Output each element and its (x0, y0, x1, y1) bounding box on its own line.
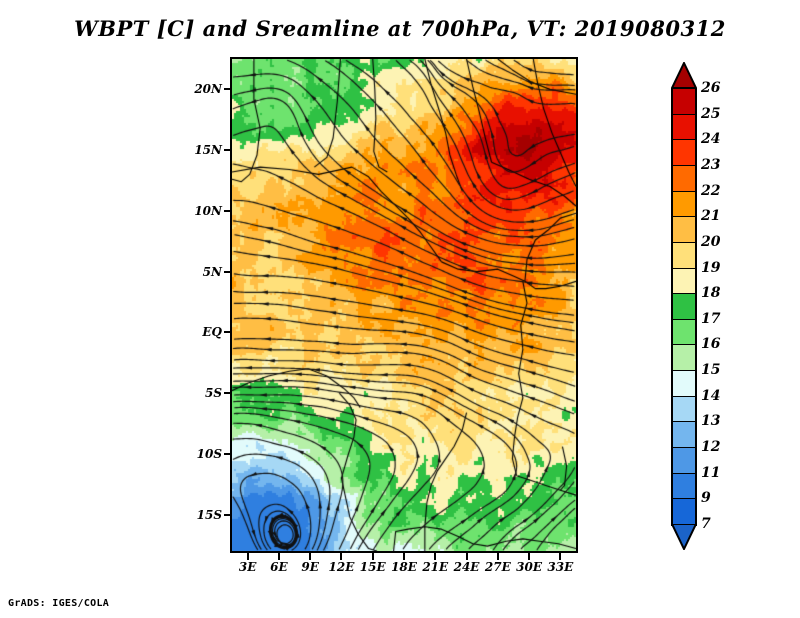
x-axis-tick-label: 9E (301, 560, 319, 574)
y-axis-tick-mark (224, 331, 231, 334)
x-axis-tick-mark (403, 553, 405, 560)
colorbar-band (671, 293, 697, 319)
colorbar-tick-label: 15 (701, 362, 721, 379)
colorbar-band (671, 344, 697, 371)
x-axis-tick-mark (340, 553, 343, 560)
y-axis-tick-label: 10S (196, 446, 222, 461)
colorbar-tick-label: 20 (701, 233, 721, 250)
y-axis-tick-mark (224, 88, 231, 91)
x-axis-tick-mark (496, 553, 499, 560)
colorbar-band (671, 421, 697, 448)
colorbar-tick-label: 12 (701, 439, 721, 456)
y-axis-tick-label: EQ (202, 325, 222, 340)
y-axis-tick-label: 5S (204, 386, 222, 401)
colorbar-band (671, 447, 697, 473)
colorbar-band (671, 241, 697, 268)
y-axis-tick-mark (224, 149, 231, 152)
colorbar-band (671, 267, 697, 294)
colorbar-tick-label: 11 (701, 464, 721, 481)
x-axis-tick-label: 33E (547, 560, 574, 574)
y-axis-tick-label: 20N (194, 82, 222, 97)
colorbar-tick-label: 22 (701, 182, 721, 199)
x-axis-tick-label: 3E (238, 560, 257, 574)
wbpt-contour-streamline-canvas (232, 59, 576, 551)
colorbar-tick-label: 17 (701, 310, 721, 327)
x-axis-tick-label: 27E (484, 560, 511, 574)
x-axis-tick-mark (309, 553, 312, 560)
colorbar-tick-label: 7 (701, 516, 711, 532)
x-axis-tick-mark (434, 553, 437, 560)
colorbar-band (671, 318, 697, 345)
y-axis-tick-label: 15S (196, 507, 222, 522)
colorbar-band (671, 472, 697, 499)
colorbar: 26 25 24 23 22 21 20 19 18 17 16 15 14 13 12 11 9 7 (670, 60, 720, 552)
y-axis-tick-mark (224, 209, 231, 212)
colorbar-band (671, 88, 697, 114)
colorbar-tick-label: 24 (701, 131, 721, 148)
colorbar-top-arrow (670, 60, 698, 89)
colorbar-tick-label: 23 (701, 156, 721, 173)
y-axis-tick-label: 10N (194, 203, 222, 218)
colorbar-tick-label: 25 (701, 105, 721, 122)
colorbar-tick-label: 13 (701, 413, 721, 430)
y-axis-tick-label: 5N (202, 264, 222, 279)
x-axis-tick-label: 6E (270, 560, 288, 574)
x-axis-tick-label: 21E (422, 560, 449, 574)
colorbar-band (671, 164, 697, 191)
x-axis-tick-label: 18E (391, 560, 417, 574)
x-axis-tick-label: 15E (359, 560, 386, 574)
colorbar-band (671, 216, 697, 242)
colorbar-tick-label: 9 (701, 490, 711, 507)
x-axis-tick-mark (277, 553, 280, 560)
colorbar-tick-label: 21 (701, 208, 721, 225)
x-axis-tick-mark (246, 553, 249, 560)
x-axis-tick-mark (559, 553, 562, 560)
x-axis-tick-label: 12E (328, 560, 355, 574)
y-axis-tick-mark (224, 513, 231, 516)
page-title: WBPT [C] and Sreamline at 700hPa, VT: 20… (74, 16, 726, 41)
colorbar-tick-label: 14 (701, 387, 721, 404)
colorbar-tick-label: 26 (701, 80, 721, 96)
y-axis-tick-mark (224, 270, 231, 273)
y-axis-tick-mark (224, 392, 231, 395)
x-axis-tick-mark (528, 553, 531, 560)
colorbar-band (671, 190, 697, 217)
colorbar-band (671, 370, 697, 396)
colorbar-tick-label: 19 (701, 259, 721, 276)
colorbar-band (671, 139, 697, 165)
credit-label: GrADS: IGES/COLA (8, 598, 110, 609)
map-plot-area (230, 57, 578, 553)
colorbar-bottom-arrow (670, 523, 698, 552)
colorbar-band (671, 498, 697, 524)
y-axis-tick-label: 15N (194, 143, 222, 158)
colorbar-band (671, 113, 697, 140)
x-axis-tick-label: 30E (516, 560, 542, 574)
colorbar-tick-label: 16 (701, 336, 721, 353)
colorbar-tick-label: 18 (701, 285, 721, 302)
x-axis-tick-label: 24E (453, 560, 480, 574)
x-axis-tick-mark (465, 553, 468, 560)
y-axis-tick-mark (224, 452, 231, 455)
colorbar-band (671, 395, 697, 422)
x-axis-tick-mark (371, 553, 374, 560)
